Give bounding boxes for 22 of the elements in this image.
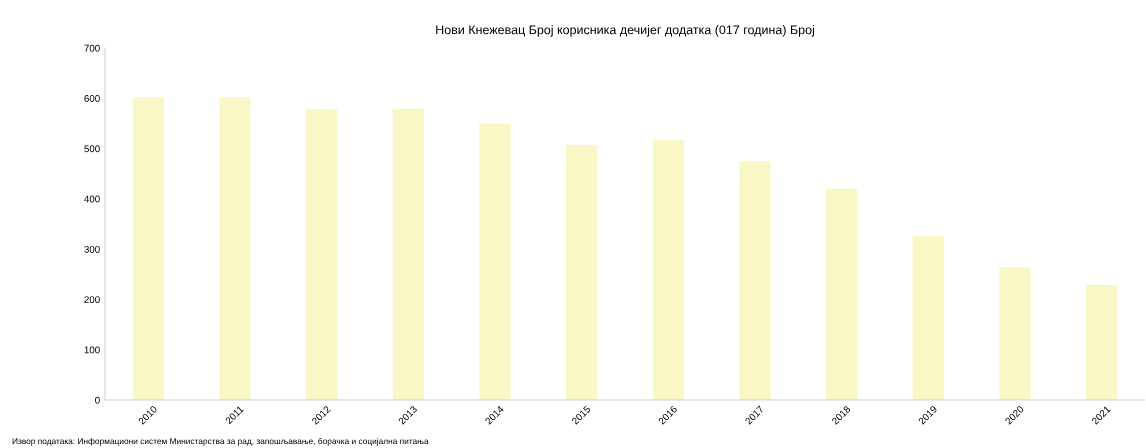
chart-title: Нови Кнежевац Број корисника дечијег додатка (017 година) Број — [436, 25, 814, 37]
y-tick-label: 200 — [84, 296, 100, 304]
y-tick-label: 600 — [84, 95, 100, 102]
bar — [219, 97, 251, 400]
bar — [912, 236, 944, 400]
bar — [1086, 284, 1118, 400]
bar — [132, 97, 164, 400]
text: Извор података: Информациони систем Министарства за рад, запошљавање, борачка и социјална питања — [12, 437, 429, 446]
y-tick-label: 500 — [84, 145, 100, 153]
bar — [392, 108, 424, 400]
y-tick-label: 100 — [84, 346, 100, 354]
bar — [826, 188, 858, 400]
bar — [566, 145, 598, 400]
y-tick-label: 700 — [84, 44, 100, 52]
y-tick-label: 400 — [84, 195, 100, 203]
bar — [306, 109, 338, 400]
bar — [652, 140, 684, 400]
bar — [479, 123, 511, 400]
bar — [739, 161, 771, 400]
y-tick-label: 0 — [95, 396, 100, 404]
bar — [999, 267, 1031, 400]
y-tick-label: 300 — [84, 245, 100, 253]
